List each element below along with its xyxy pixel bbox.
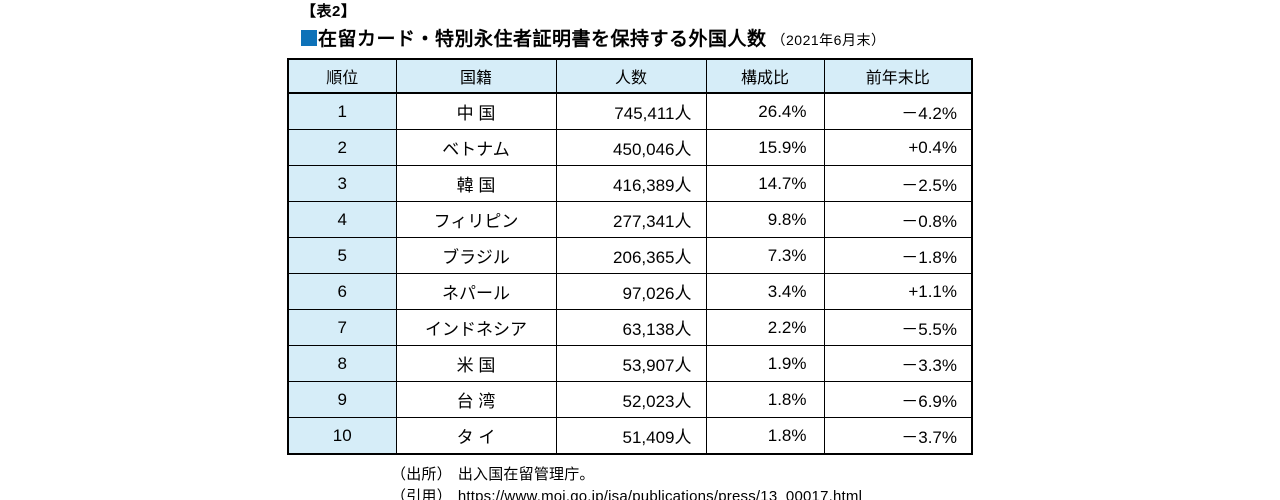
cell-nationality: ブラジル [395, 237, 557, 274]
cell-rank: 1 [287, 92, 397, 130]
cell-nationality: タ イ [395, 417, 557, 455]
cell-nationality: インドネシア [395, 309, 557, 346]
cell-rank: 6 [287, 273, 397, 310]
cell-share: 15.9% [705, 129, 825, 166]
cell-count: 206,365人 [555, 237, 707, 274]
col-header-rank: 順位 [287, 58, 397, 94]
cell-yoy: －4.2% [823, 92, 973, 130]
cell-nationality: 中 国 [395, 92, 557, 130]
cell-share: 2.2% [705, 309, 825, 346]
cell-share: 3.4% [705, 273, 825, 310]
cell-nationality: 米 国 [395, 345, 557, 382]
cell-yoy: +0.4% [823, 129, 973, 166]
cell-nationality: フィリピン [395, 201, 557, 238]
table-row: 3 韓 国 416,389人 14.7% －2.5% [287, 165, 973, 202]
col-header-nationality: 国籍 [395, 58, 557, 94]
table-row: 7 インドネシア 63,138人 2.2% －5.5% [287, 309, 973, 346]
cell-share: 26.4% [705, 92, 825, 130]
figure-title-text: 在留カード・特別永住者証明書を保持する外国人数 [318, 29, 767, 50]
cell-yoy: +1.1% [823, 273, 973, 310]
table-row: 2 ベトナム 450,046人 15.9% +0.4% [287, 129, 973, 166]
cell-nationality: ネパール [395, 273, 557, 310]
table-row: 10 タ イ 51,409人 1.8% －3.7% [287, 417, 973, 455]
cell-share: 14.7% [705, 165, 825, 202]
cell-rank: 7 [287, 309, 397, 346]
cell-rank: 4 [287, 201, 397, 238]
source-text: 出入国在留管理庁。 [457, 466, 595, 483]
cell-rank: 8 [287, 345, 397, 382]
col-header-yoy: 前年末比 [823, 58, 973, 94]
cell-yoy: －3.7% [823, 417, 973, 455]
table-row: 9 台 湾 52,023人 1.8% －6.9% [287, 381, 973, 418]
cell-yoy: －3.3% [823, 345, 973, 382]
cell-share: 1.9% [705, 345, 825, 382]
cell-yoy: －2.5% [823, 165, 973, 202]
cell-count: 52,023人 [555, 381, 707, 418]
source-label: （出所） [391, 466, 452, 483]
blue-square-icon [301, 29, 317, 46]
cell-nationality: 韓 国 [395, 165, 557, 202]
cell-count: 416,389人 [555, 165, 707, 202]
figure-title: 在留カード・特別永住者証明書を保持する外国人数 （2021年6月末） [301, 24, 973, 51]
cell-share: 7.3% [705, 237, 825, 274]
table-row: 6 ネパール 97,026人 3.4% +1.1% [287, 273, 973, 310]
table-figure: 【表2】 在留カード・特別永住者証明書を保持する外国人数 （2021年6月末） … [287, 2, 973, 500]
cell-rank: 10 [287, 417, 397, 455]
citation-label: （引用） [391, 488, 452, 500]
table-row: 5 ブラジル 206,365人 7.3% －1.8% [287, 237, 973, 274]
table-row: 1 中 国 745,411人 26.4% －4.2% [287, 92, 973, 130]
citation-url: https://www.moj.go.jp/isa/publications/p… [457, 488, 863, 500]
cell-rank: 9 [287, 381, 397, 418]
cell-rank: 5 [287, 237, 397, 274]
cell-yoy: －5.5% [823, 309, 973, 346]
cell-share: 1.8% [705, 381, 825, 418]
cell-count: 450,046人 [555, 129, 707, 166]
source-citation: （出所） 出入国在留管理庁。 （引用） https://www.moj.go.jp/… [391, 464, 973, 500]
cell-count: 745,411人 [555, 92, 707, 130]
cell-count: 277,341人 [555, 201, 707, 238]
cell-count: 63,138人 [555, 309, 707, 346]
cell-nationality: ベトナム [395, 129, 557, 166]
col-header-share: 構成比 [705, 58, 825, 94]
cell-count: 51,409人 [555, 417, 707, 455]
cell-share: 1.8% [705, 417, 825, 455]
cell-yoy: －1.8% [823, 237, 973, 274]
cell-nationality: 台 湾 [395, 381, 557, 418]
figure-title-date-note: （2021年6月末） [771, 32, 886, 48]
cell-yoy: －0.8% [823, 201, 973, 238]
table-tag: 【表2】 [301, 3, 357, 20]
cell-count: 53,907人 [555, 345, 707, 382]
source-line: （出所） 出入国在留管理庁。 [391, 464, 973, 486]
cell-rank: 3 [287, 165, 397, 202]
cell-share: 9.8% [705, 201, 825, 238]
col-header-count: 人数 [555, 58, 707, 94]
table-header-row: 順位 国籍 人数 構成比 前年末比 [287, 58, 973, 94]
table-row: 4 フィリピン 277,341人 9.8% －0.8% [287, 201, 973, 238]
foreign-residents-table: 順位 国籍 人数 構成比 前年末比 1 中 国 745,411人 26.4% －… [287, 58, 973, 455]
cell-rank: 2 [287, 129, 397, 166]
cell-yoy: －6.9% [823, 381, 973, 418]
table-row: 8 米 国 53,907人 1.9% －3.3% [287, 345, 973, 382]
cell-count: 97,026人 [555, 273, 707, 310]
citation-line: （引用） https://www.moj.go.jp/isa/publicatio… [391, 486, 973, 500]
